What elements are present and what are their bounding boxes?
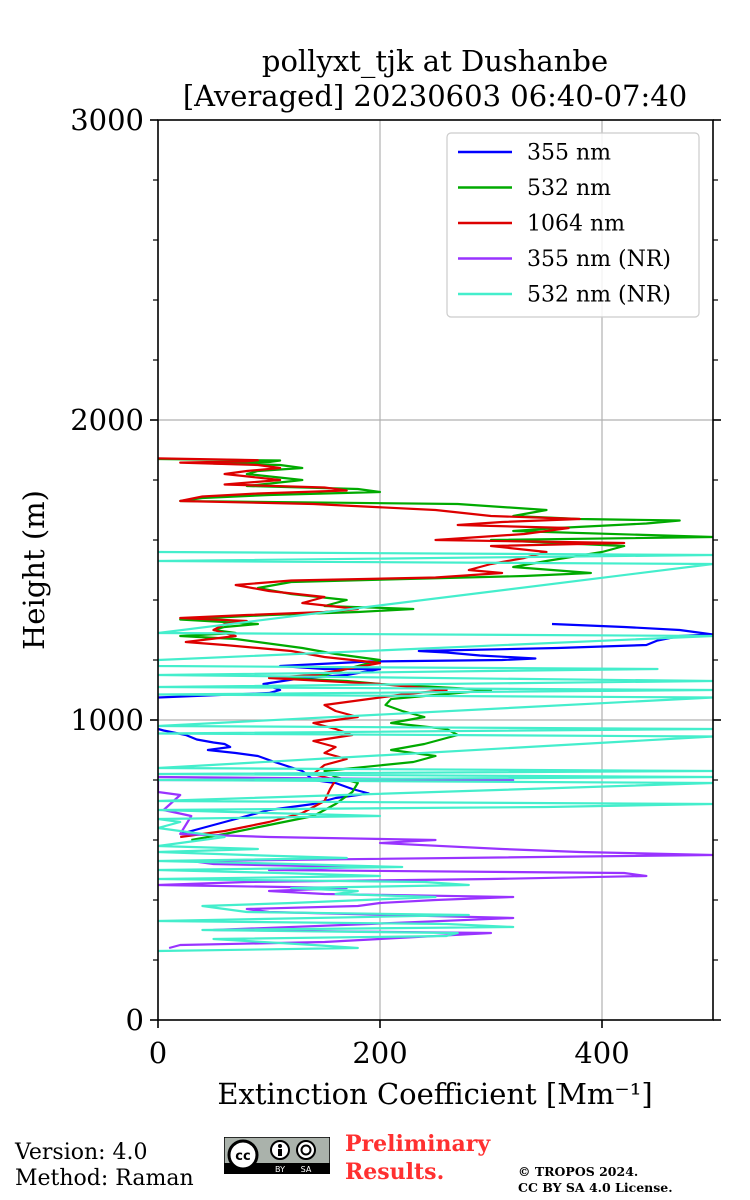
version-text: Version: 4.0	[15, 1140, 148, 1165]
legend: 355 nm 532 nm 1064 nm 355 nm (NR) 532 nm (NR…	[446, 132, 700, 318]
preliminary-results-text: Results.	[345, 1159, 445, 1185]
legend-label: 355 nm	[527, 141, 611, 166]
legend-label: 532 nm (NR)	[527, 283, 671, 308]
preliminary-text: Preliminary	[345, 1131, 491, 1157]
chart-subtitle: [Averaged] 20230603 06:40-07:40	[183, 79, 687, 113]
series-line	[158, 727, 370, 836]
copyright-text: © TROPOS 2024.	[518, 1164, 639, 1179]
chart-title: pollyxt_tjk at Dushanbe	[262, 44, 608, 79]
y-tick-label: 1000	[70, 703, 144, 737]
legend-box	[446, 132, 700, 318]
legend-label: 532 nm	[527, 176, 611, 201]
method-text: Method: Raman	[15, 1166, 194, 1191]
x-axis-label: Extinction Coefficient [Mm⁻¹]	[217, 1077, 652, 1111]
badge-by-text: BY	[275, 1165, 285, 1174]
cc-icon	[227, 1139, 259, 1171]
legend-label: 1064 nm	[527, 212, 625, 237]
badge-sa-text: SA	[301, 1165, 312, 1174]
y-tick-label: 3000	[70, 103, 144, 137]
series-line	[158, 550, 713, 953]
sa-arrow	[300, 1144, 312, 1156]
x-tick-label: 200	[352, 1036, 407, 1070]
legend-label: 355 nm (NR)	[527, 247, 671, 272]
cc-glyph: cc	[235, 1149, 250, 1164]
axis-ticks: 0 200 400 0 1000 2000 3000	[70, 103, 721, 1070]
badge-footer	[224, 1163, 330, 1174]
y-tick-label: 2000	[70, 403, 144, 437]
y-axis-label: Height (m)	[17, 490, 51, 650]
cc-by-sa-badge: cc BY SA	[224, 1137, 330, 1174]
sa-share-icon	[296, 1140, 316, 1160]
by-person-body	[278, 1149, 282, 1156]
extinction-chart: pollyxt_tjk at Dushanbe [Averaged] 20230…	[17, 44, 721, 1111]
x-tick-label: 400	[574, 1036, 629, 1070]
y-tick-label: 0	[126, 1003, 144, 1037]
series-line	[158, 457, 626, 839]
series-lines	[158, 457, 713, 953]
by-person-head	[278, 1144, 282, 1148]
plot-frame	[157, 119, 714, 1021]
x-tick-label: 0	[149, 1036, 167, 1070]
license-text: CC BY SA 4.0 License.	[518, 1180, 673, 1195]
